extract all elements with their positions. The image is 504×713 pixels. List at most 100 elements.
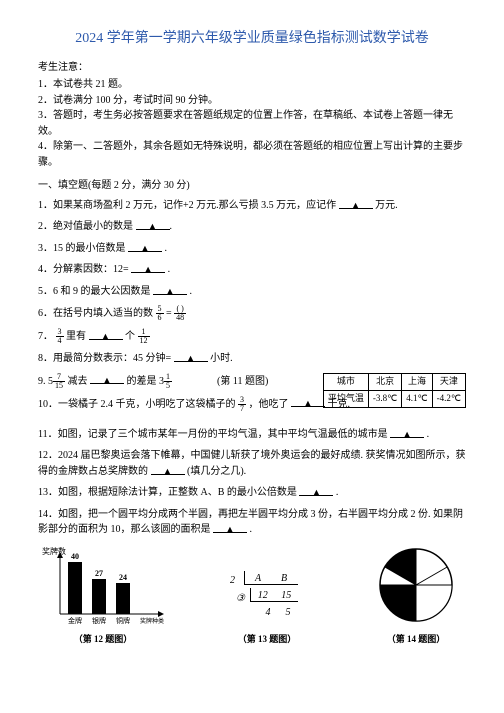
bar-val: 24 xyxy=(119,573,127,582)
q11-caption-inline: (第 11 题图) xyxy=(217,375,268,386)
q7-text-c: 个 xyxy=(125,331,135,342)
fig14-caption: （第 14 题图） xyxy=(366,633,466,647)
fig12-ylabel: 奖牌数 xyxy=(42,546,66,556)
q8-text-b: 小时. xyxy=(210,353,233,364)
frac-den: 12 xyxy=(138,337,150,345)
f13-12: 12 xyxy=(251,588,275,601)
figure-row: 奖牌数 40 27 24 金牌 银牌 铜牌 奖牌种类 （第 12 题图） 2 A… xyxy=(38,544,466,647)
q9-frac-2: 15 xyxy=(164,373,172,390)
q11-blank xyxy=(390,427,424,438)
question-1: 1．如果某商场盈利 2 万元，记作+2 万元.那么亏损 3.5 万元，应记作 万… xyxy=(38,198,466,214)
question-10: 10．一袋橘子 2.4 千克，小明吃了这袋橘子的 3 7 ，他吃了 千克. xyxy=(38,396,466,413)
q10-blank xyxy=(291,396,325,407)
q3-text-a: 3．15 的最小倍数是 xyxy=(38,243,126,254)
q14-text-b: . xyxy=(250,524,253,535)
notice-item: 2．试卷满分 100 分，考试时间 90 分钟。 xyxy=(38,93,466,109)
question-7: 7． 3 4 里有 个 1 12 xyxy=(38,328,466,345)
q4-text-b: . xyxy=(168,264,171,275)
f13-5: 5 xyxy=(278,605,298,621)
question-5: 5．6 和 9 的最大公因数是 . xyxy=(38,284,466,300)
question-4: 4．分解素因数：12= . xyxy=(38,262,466,278)
bar-cat: 铜牌 xyxy=(116,616,130,625)
q12-text-a: 12．2024 届巴黎奥运会落下帷幕，中国健儿斩获了境外奥运会的最好成绩. 获奖… xyxy=(38,450,466,477)
notice-item: 1．本试卷共 21 题。 xyxy=(38,77,466,93)
q11-text-a: 11．如图，记录了三个城市某年一月份的平均气温，其中平均气温最低的城市是 xyxy=(38,429,388,440)
q10-text-a: 10．一袋橘子 2.4 千克，小明吃了这袋橘子的 xyxy=(38,398,236,409)
q12-blank xyxy=(151,464,185,475)
f13-4: 4 xyxy=(258,605,278,621)
f13-B: B xyxy=(271,571,297,584)
notice-head: 考生注意： xyxy=(38,60,466,76)
q1-blank xyxy=(339,198,373,209)
q11-text-b: . xyxy=(427,429,430,440)
question-11: 11．如图，记录了三个城市某年一月份的平均气温，其中平均气温最低的城市是 . xyxy=(38,427,466,443)
frac-den: 15 xyxy=(53,382,65,390)
bar-val: 40 xyxy=(71,552,79,561)
notice-item: 4．除第一、二答题外，其余各题如无特殊说明，都必须在答题纸的相应位置上写出计算的… xyxy=(38,139,466,170)
q9-blank xyxy=(90,373,124,384)
question-9-and-11table: 9. 5715 减去 的差是 315 (第 11 题图) 城市 北京 上海 天津… xyxy=(38,373,466,390)
f13-circle3: ③ xyxy=(236,591,245,607)
q9-frac-1: 715 xyxy=(53,373,65,390)
bar-silver xyxy=(92,579,106,614)
q3-blank xyxy=(128,241,162,252)
q8-text-a: 8．用最简分数表示：45 分钟= xyxy=(38,353,171,364)
q4-blank xyxy=(131,262,165,273)
question-14: 14．如图，把一个圆平均分成两个半圆，再把左半圆平均分成 3 份，右半圆平均分成… xyxy=(38,507,466,538)
f13-A: A xyxy=(245,571,271,584)
q9-text-c: 的差是 3 xyxy=(127,375,165,386)
q7-text-a: 7． xyxy=(38,331,53,342)
frac-den: 4 xyxy=(56,337,64,345)
q5-blank xyxy=(153,284,187,295)
th-beijing: 北京 xyxy=(368,373,401,390)
q5-text-b: . xyxy=(190,286,193,297)
fig13-col: 2 A B ③ 12 15 4 5 （第 13 题图） xyxy=(212,571,322,647)
th-shanghai: 上海 xyxy=(402,373,432,390)
q7-blank xyxy=(89,329,123,340)
fig12-col: 奖牌数 40 27 24 金牌 银牌 铜牌 奖牌种类 （第 12 题图） xyxy=(38,544,168,647)
q9-text-a: 9. 5 xyxy=(38,375,53,386)
q6-frac-left: 5 6 xyxy=(156,305,164,322)
bar-cat: 金牌 xyxy=(68,616,82,625)
fig12-caption: （第 12 题图） xyxy=(38,633,168,647)
q14-blank xyxy=(213,522,247,533)
q6-frac-right: ( ) 48 xyxy=(174,305,186,322)
f13-15: 15 xyxy=(275,588,299,601)
q7-text-b: 里有 xyxy=(66,331,86,342)
question-3: 3．15 的最小倍数是 . xyxy=(38,241,466,257)
fig13-caption: （第 13 题图） xyxy=(212,633,322,647)
q12-text-b: (填几分之几). xyxy=(187,466,246,477)
question-13: 13．如图，根据短除法计算，正整数 A、B 的最小公倍数是 . xyxy=(38,485,466,501)
q10-text-b: ，他吃了 xyxy=(249,398,289,409)
q2-text: 2．绝对值最小的数是 xyxy=(38,221,133,232)
question-12: 12．2024 届巴黎奥运会落下帷幕，中国健儿斩获了境外奥运会的最好成绩. 获奖… xyxy=(38,448,466,479)
table-row: 城市 北京 上海 天津 xyxy=(323,373,465,390)
fig12-barchart: 奖牌数 40 27 24 金牌 银牌 铜牌 奖牌种类 xyxy=(38,544,168,626)
bar-val: 27 xyxy=(95,569,103,578)
notice-item: 3．答题时，考生务必按答题要求在答题纸规定的位置上作答，在草稿纸、本试卷上答题一… xyxy=(38,108,466,139)
question-2: 2．绝对值最小的数是 . xyxy=(38,219,466,235)
bar-xlabel: 奖牌种类 xyxy=(140,617,164,625)
f13-2: 2 xyxy=(230,573,235,589)
q4-text-a: 4．分解素因数：12= xyxy=(38,264,129,275)
bar-gold xyxy=(68,562,82,614)
q3-text-b: . xyxy=(165,243,168,254)
q8-blank xyxy=(174,351,208,362)
frac-den: 48 xyxy=(174,314,186,322)
q9-text-b: 减去 xyxy=(68,375,88,386)
exam-title: 2024 学年第一学期六年级学业质量绿色指标测试数学试卷 xyxy=(38,28,466,50)
notice-block: 考生注意： 1．本试卷共 21 题。 2．试卷满分 100 分，考试时间 90 … xyxy=(38,60,466,171)
q13-text-a: 13．如图，根据短除法计算，正整数 A、B 的最小公倍数是 xyxy=(38,487,297,498)
question-8: 8．用最简分数表示：45 分钟= 小时. xyxy=(38,351,466,367)
q7-frac-1: 3 4 xyxy=(56,328,64,345)
q13-blank xyxy=(299,485,333,496)
th-tianjin: 天津 xyxy=(432,373,465,390)
q1-text-b: 万元. xyxy=(375,200,398,211)
th-city: 城市 xyxy=(323,373,368,390)
q5-text-a: 5．6 和 9 的最大公因数是 xyxy=(38,286,151,297)
bar-bronze xyxy=(116,583,130,614)
bar-cat: 银牌 xyxy=(92,616,106,625)
frac-den: 5 xyxy=(164,382,172,390)
q13-text-b: . xyxy=(336,487,339,498)
frac-den: 6 xyxy=(156,314,164,322)
